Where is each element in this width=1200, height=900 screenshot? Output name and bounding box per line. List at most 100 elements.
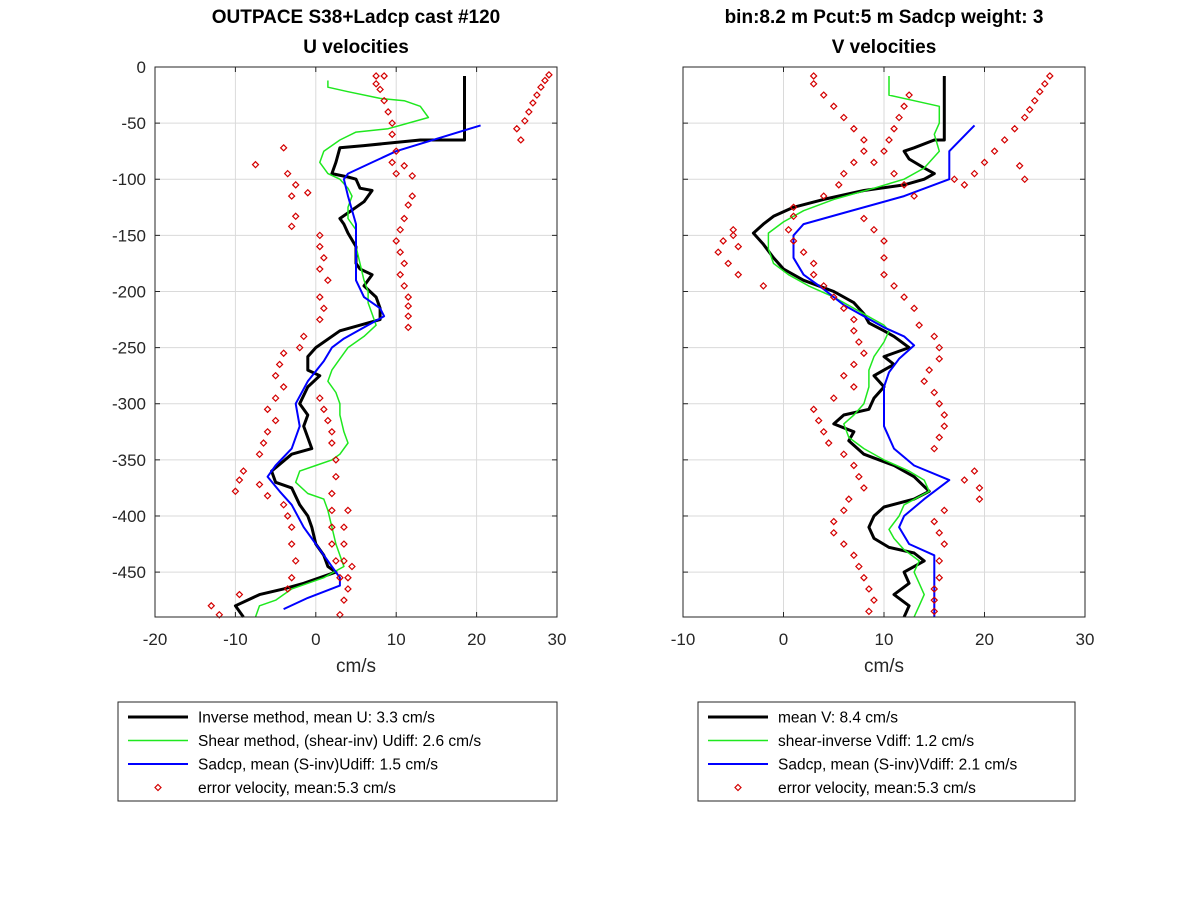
error-point: [895, 113, 903, 122]
series-line: [767, 76, 941, 618]
error-point: [975, 484, 984, 492]
error-point: [935, 573, 944, 582]
error-point: [930, 596, 939, 605]
error-point: [1045, 72, 1054, 80]
x-tick-label: -10: [671, 630, 696, 649]
error-point: [829, 394, 838, 402]
error-point: [215, 610, 224, 619]
error-point: [940, 422, 949, 431]
error-point: [980, 158, 989, 167]
error-point: [860, 484, 868, 492]
error-point: [910, 192, 918, 200]
error-point: [724, 259, 733, 268]
error-point: [512, 124, 521, 133]
error-point: [1030, 96, 1039, 105]
error-point: [900, 293, 908, 301]
error-point: [541, 76, 549, 85]
error-point: [1015, 161, 1024, 170]
error-point: [332, 472, 340, 481]
error-point: [850, 551, 858, 560]
error-point: [930, 517, 939, 526]
error-point: [1025, 105, 1034, 114]
error-point: [900, 102, 908, 111]
error-point: [525, 108, 533, 116]
legend-label: error velocity, mean:5.3 cm/s: [778, 780, 976, 797]
error-point: [344, 585, 352, 593]
error-point: [520, 117, 529, 125]
error-point: [344, 506, 352, 515]
y-tick-label: -300: [112, 395, 146, 414]
error-point: [392, 237, 401, 245]
x-axis-label: cm/s: [864, 656, 904, 677]
error-point: [930, 388, 939, 397]
error-point: [328, 540, 336, 548]
y-tick-label: -150: [112, 226, 146, 245]
error-point: [396, 225, 405, 234]
error-point: [915, 321, 924, 330]
chart-u-velocities: -20 -10 0 10 20 300-50-100-150-200-250-300-35…: [112, 7, 566, 802]
error-point: [1040, 79, 1049, 88]
error-point: [975, 495, 984, 503]
error-point: [900, 181, 908, 189]
error-point: [819, 282, 828, 290]
error-point: [283, 585, 292, 593]
error-point: [271, 394, 280, 402]
error-point: [734, 242, 743, 251]
error-point: [719, 237, 728, 245]
error-point: [516, 136, 525, 144]
legend-label: Sadcp, mean (S-inv)Vdiff: 2.1 cm/s: [778, 757, 1017, 774]
error-point: [295, 343, 304, 352]
error-point: [809, 79, 818, 88]
grid: [155, 67, 557, 617]
error-point: [990, 147, 999, 156]
error-point: [400, 282, 409, 290]
error-point: [930, 444, 939, 453]
series-0: [233, 76, 466, 618]
series-2: [266, 124, 481, 611]
y-tick-label: -400: [112, 507, 146, 526]
error-point: [950, 175, 959, 184]
error-point: [809, 405, 818, 414]
error-point: [850, 158, 858, 167]
error-point: [400, 161, 409, 170]
error-point: [315, 394, 324, 402]
error-point: [239, 467, 248, 475]
error-point: [940, 411, 949, 419]
error-point: [340, 596, 348, 605]
error-point: [839, 169, 848, 178]
error-point: [291, 557, 300, 565]
legend-label: Inverse method, mean U: 3.3 cm/s: [198, 710, 435, 727]
error-point: [834, 181, 843, 189]
error-point: [819, 91, 828, 99]
error-point: [263, 405, 272, 414]
legend-label: Sadcp, mean (S-inv)Udiff: 1.5 cm/s: [198, 757, 438, 774]
error-point: [844, 495, 853, 503]
error-point: [880, 147, 888, 156]
error-point: [970, 169, 979, 178]
y-tick-label: 0: [137, 58, 146, 77]
error-point: [819, 192, 828, 200]
legend-swatch-marker: [154, 783, 162, 792]
error-point: [935, 343, 944, 352]
error-point: [279, 500, 288, 509]
error-point: [1020, 175, 1029, 184]
chart-title: OUTPACE S38+Ladcp cast #120: [212, 7, 500, 28]
error-point: [328, 489, 336, 498]
ticks: -10 0 10 20 30: [671, 66, 1094, 649]
error-point: [880, 237, 888, 245]
legend-label: shear-inverse Vdiff: 1.2 cm/s: [778, 733, 974, 750]
error-point: [287, 192, 296, 200]
ticks: -20 -10 0 10 20 300-50-100-150-200-250-300-35…: [112, 58, 566, 649]
error-point: [1035, 87, 1044, 96]
legend-label: mean V: 8.4 cm/s: [778, 710, 898, 727]
error-point: [255, 450, 264, 459]
error-point: [935, 528, 944, 537]
x-tick-label: 10: [387, 630, 406, 649]
legend-box: [117, 701, 558, 802]
error-point: [860, 136, 868, 144]
error-point: [388, 158, 397, 167]
error-point: [404, 302, 413, 310]
error-point: [336, 610, 344, 619]
legend: Inverse method, mean U: 3.3 cm/s Shear me…: [117, 701, 558, 802]
y-tick-label: -50: [121, 114, 146, 133]
